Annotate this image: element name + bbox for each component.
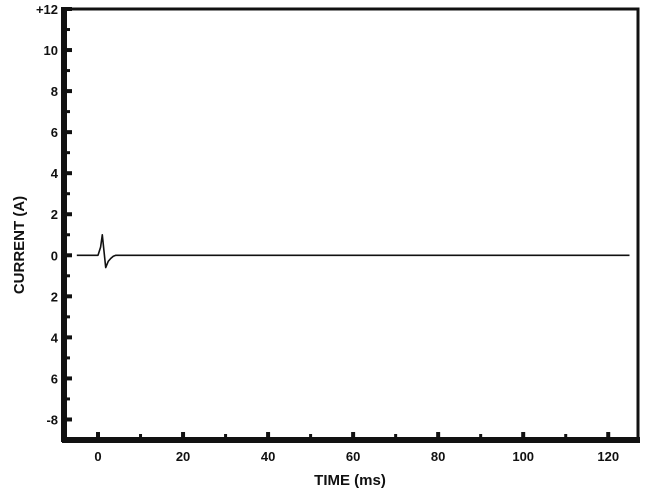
y-tick-label: 2 <box>51 289 58 304</box>
x-tick-label: 60 <box>346 449 360 464</box>
y-tick-label: +12 <box>36 2 58 17</box>
current-trace-line <box>76 234 630 269</box>
x-tick-label: 100 <box>512 449 534 464</box>
y-tick-label: 8 <box>51 84 58 99</box>
y-tick-label: 10 <box>44 43 58 58</box>
plot-frame <box>62 7 640 442</box>
x-tick-label: 20 <box>176 449 190 464</box>
x-tick-label: 0 <box>94 449 101 464</box>
y-tick-label: 4 <box>51 330 59 345</box>
y-tick-label: 0 <box>51 248 58 263</box>
x-tick-label: 120 <box>597 449 619 464</box>
y-tick-label: 4 <box>51 166 59 181</box>
y-tick-label: -8 <box>46 412 58 427</box>
x-tick-label: 80 <box>431 449 445 464</box>
y-tick-label: 6 <box>51 371 58 386</box>
y-tick-label: 6 <box>51 125 58 140</box>
x-axis-label: TIME (ms) <box>314 472 386 489</box>
y-axis-label: CURRENT (A) <box>11 196 28 294</box>
y-tick-label: 2 <box>51 207 58 222</box>
x-tick-label: 40 <box>261 449 275 464</box>
